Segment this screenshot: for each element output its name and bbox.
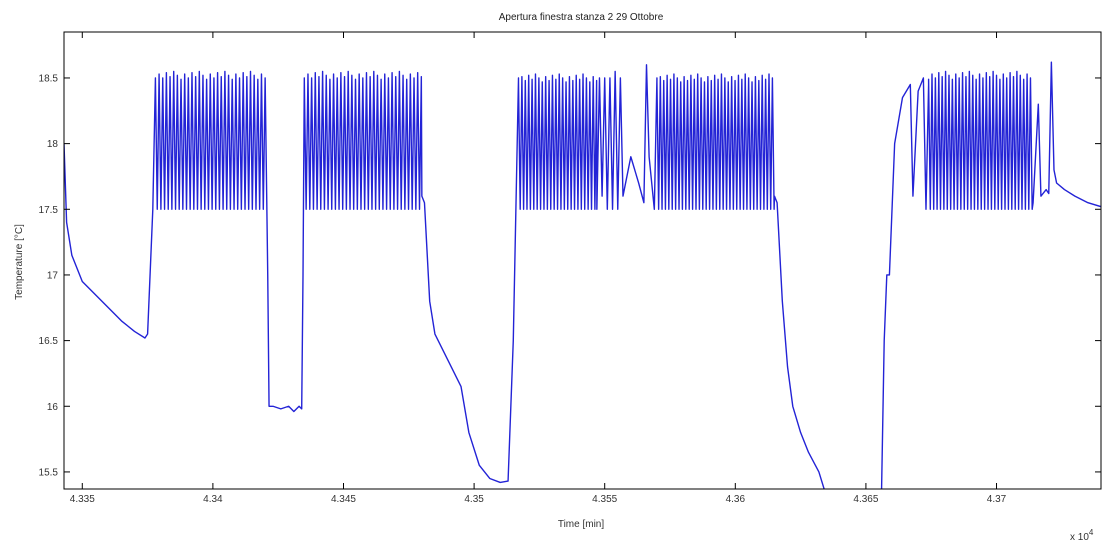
y-tick-label: 17.5	[39, 205, 59, 216]
x-tick-label: 4.34	[203, 494, 223, 505]
x-axis-ticks: 4.335 4.34 4.345 4.35 4.355 4.36 4.365 4.37	[70, 32, 1007, 505]
y-tick-label: 16	[47, 402, 59, 413]
x-axis-label: Time [min]	[558, 519, 605, 530]
y-axis-ticks: 15.5 16 16.5 17 17.5 18 18.5	[39, 73, 1101, 478]
x-tick-label: 4.365	[853, 494, 878, 505]
y-tick-label: 18	[47, 139, 59, 150]
x-tick-label: 4.35	[464, 494, 484, 505]
x-axis-multiplier-base: x 10	[1070, 532, 1089, 543]
y-tick-label: 15.5	[39, 467, 59, 478]
x-tick-label: 4.355	[592, 494, 617, 505]
x-tick-label: 4.36	[726, 494, 746, 505]
x-tick-label: 4.345	[331, 494, 356, 505]
x-axis-multiplier: x 104	[1070, 528, 1094, 543]
y-tick-label: 18.5	[39, 73, 59, 84]
x-axis-multiplier-exponent: 4	[1089, 528, 1094, 537]
temperature-series-line	[64, 61, 1101, 489]
y-axis-label: Temperature [°C]	[14, 224, 25, 300]
y-tick-label: 16.5	[39, 336, 59, 347]
plot-area-frame	[63, 31, 1102, 490]
x-tick-label: 4.37	[987, 494, 1007, 505]
series-trace-group	[64, 61, 1101, 489]
x-tick-label: 4.335	[70, 494, 95, 505]
y-tick-label: 17	[47, 270, 59, 281]
chart-title: Apertura finestra stanza 2 29 Ottobre	[499, 12, 664, 23]
